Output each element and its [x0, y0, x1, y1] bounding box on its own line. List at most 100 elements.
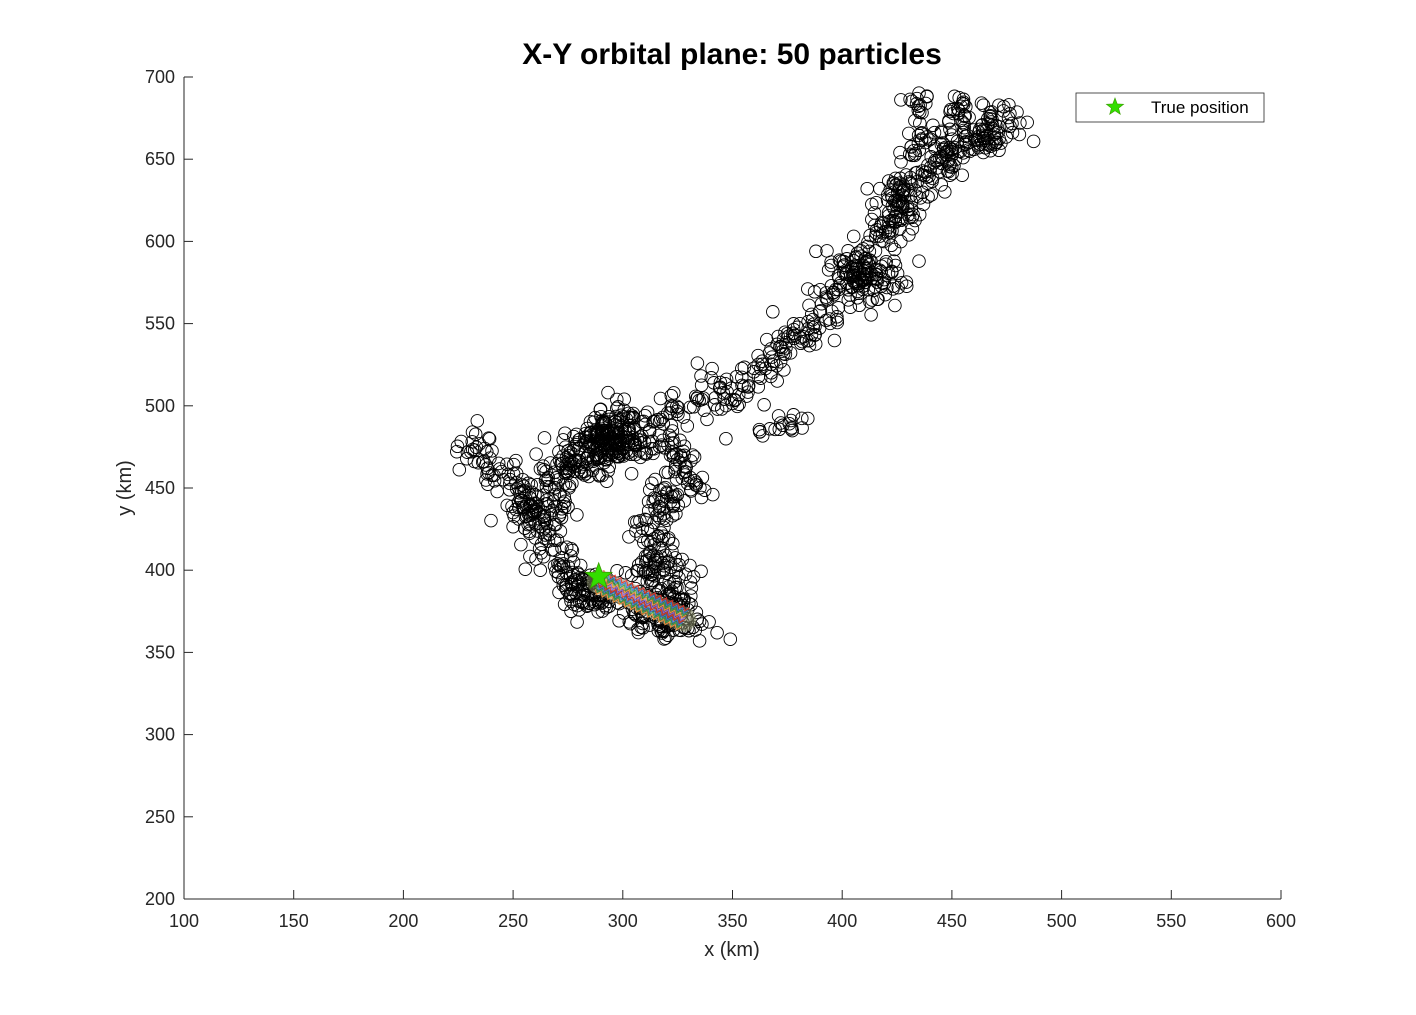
particle-point — [881, 209, 896, 223]
particle-point — [804, 327, 819, 342]
particle-point — [784, 421, 799, 435]
particle-point — [894, 155, 908, 169]
particle-point — [765, 350, 779, 364]
particle-point — [705, 361, 719, 376]
particle-point — [846, 229, 861, 244]
particle-point — [946, 106, 961, 121]
particle-point — [910, 189, 924, 203]
particle-point — [594, 425, 609, 439]
particle-point — [956, 150, 970, 165]
particle-point — [782, 416, 797, 431]
y-tick-label: 550 — [145, 314, 175, 334]
particle-point — [763, 422, 777, 436]
particle-point — [934, 125, 949, 140]
particle-point — [820, 244, 834, 258]
particle-point — [959, 99, 973, 114]
particle-point — [468, 427, 483, 441]
particle-point — [719, 431, 733, 446]
particle-point — [624, 411, 639, 425]
particle-point — [602, 459, 616, 474]
particle-point — [849, 250, 864, 265]
particle-point — [523, 512, 537, 526]
legend-box — [1075, 92, 1265, 123]
particle-point — [857, 272, 871, 286]
particle-point — [552, 445, 566, 459]
particle-point — [666, 498, 681, 513]
particle-point — [943, 102, 958, 117]
particle-point — [646, 495, 660, 509]
particle-point — [601, 385, 615, 400]
particle-point — [582, 440, 597, 454]
particle-point — [812, 304, 827, 319]
particle-point — [642, 483, 657, 497]
particle-point — [480, 445, 494, 459]
particle-point — [830, 310, 844, 324]
particle-point — [940, 164, 955, 178]
particle-point — [619, 412, 634, 426]
particle-point — [552, 585, 566, 600]
track-line — [596, 584, 684, 626]
particle-point — [737, 379, 751, 394]
particle-point — [753, 371, 768, 385]
particle-point — [865, 293, 879, 307]
particle-point — [908, 166, 923, 180]
particle-point — [623, 616, 638, 631]
particle-point — [538, 528, 552, 542]
particle-point — [912, 143, 926, 157]
particle-point — [801, 411, 815, 426]
particle-point — [502, 483, 517, 497]
particle-point — [801, 282, 815, 296]
particle-point — [692, 393, 706, 408]
particle-point — [786, 322, 801, 337]
particle-point — [868, 262, 883, 277]
track-line — [597, 581, 685, 624]
true-position-star-icon — [584, 561, 614, 590]
particle-point — [678, 567, 693, 581]
particle-point — [599, 474, 614, 488]
particle-point — [684, 581, 699, 595]
particle-point — [558, 426, 572, 440]
particle-point — [706, 487, 720, 502]
particle-point — [778, 325, 792, 339]
particle-point — [479, 458, 493, 472]
particle-point — [907, 143, 921, 158]
particle-point — [1002, 98, 1016, 112]
particle-point — [919, 96, 933, 111]
particle-point — [773, 355, 788, 369]
particle-point — [730, 399, 745, 414]
x-tick-label: 400 — [827, 911, 857, 931]
particle-point — [876, 216, 891, 231]
particle-point — [561, 443, 575, 458]
particle-point — [779, 335, 793, 350]
particle-point — [630, 563, 644, 578]
particle-point — [565, 476, 579, 491]
particle-point — [781, 329, 796, 344]
particle-point — [957, 125, 971, 140]
particle-point — [806, 320, 820, 335]
particle-point — [1026, 134, 1041, 149]
particle-point — [530, 524, 545, 538]
particle-point — [926, 118, 940, 133]
particle-point — [830, 313, 844, 327]
particle-point — [840, 252, 854, 266]
particle-point — [636, 621, 650, 635]
particle-point — [645, 476, 659, 491]
particle-point — [884, 238, 899, 253]
particle-point — [657, 482, 671, 496]
particle-point — [714, 402, 729, 416]
particle-point — [611, 400, 625, 414]
particle-point — [902, 210, 917, 225]
particle-point — [538, 473, 553, 488]
particle-point — [718, 376, 732, 391]
particle-point — [690, 356, 705, 370]
particle-point — [564, 542, 579, 556]
particle-point — [621, 406, 636, 421]
particle-point — [878, 224, 893, 239]
particle-point — [589, 448, 603, 462]
particle-point — [658, 548, 673, 563]
particle-point — [991, 125, 1005, 139]
particle-point — [903, 170, 918, 185]
particle-point — [621, 437, 635, 452]
particle-point — [1010, 105, 1024, 119]
particle-point — [741, 379, 756, 393]
